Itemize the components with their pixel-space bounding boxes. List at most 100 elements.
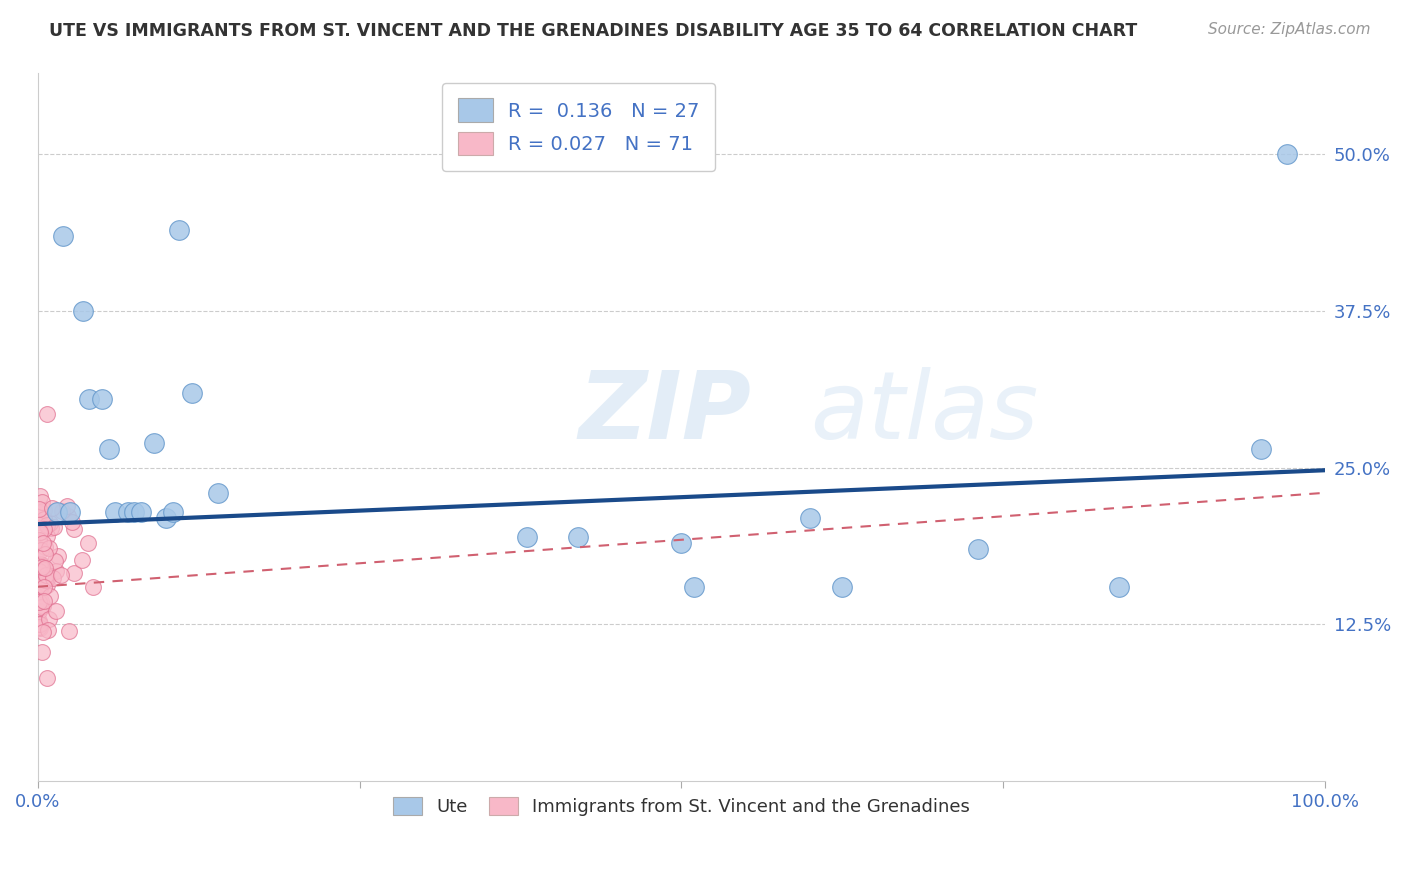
Point xyxy=(28,533,51,547)
Point xyxy=(45,603,67,617)
Point xyxy=(129,505,152,519)
Point xyxy=(117,505,139,519)
Point xyxy=(169,222,191,236)
Point xyxy=(31,560,53,574)
Point xyxy=(122,505,145,519)
Point xyxy=(34,573,56,587)
Point xyxy=(683,580,706,594)
Point xyxy=(671,536,693,550)
Point xyxy=(37,624,59,638)
Point xyxy=(72,304,94,318)
Point xyxy=(70,553,93,567)
Point xyxy=(28,564,51,578)
Point xyxy=(799,511,821,525)
Point xyxy=(32,594,55,608)
Point xyxy=(58,508,80,523)
Point xyxy=(37,529,59,543)
Point xyxy=(34,547,56,561)
Point xyxy=(28,595,51,609)
Point xyxy=(97,442,120,456)
Point xyxy=(55,499,77,513)
Point xyxy=(48,549,70,563)
Point xyxy=(77,536,100,550)
Point xyxy=(28,558,51,572)
Point xyxy=(28,614,51,628)
Point xyxy=(28,516,51,530)
Point xyxy=(32,536,55,550)
Point xyxy=(30,543,52,558)
Point xyxy=(28,507,51,521)
Point xyxy=(155,511,177,525)
Point xyxy=(82,580,104,594)
Point xyxy=(28,501,51,516)
Point xyxy=(567,530,589,544)
Point xyxy=(28,621,51,635)
Point xyxy=(44,554,66,568)
Point xyxy=(162,505,184,519)
Point xyxy=(104,505,127,519)
Text: Source: ZipAtlas.com: Source: ZipAtlas.com xyxy=(1208,22,1371,37)
Point xyxy=(62,566,84,580)
Point xyxy=(37,518,59,533)
Point xyxy=(30,600,52,615)
Point xyxy=(31,494,53,508)
Point xyxy=(59,505,82,519)
Point xyxy=(28,525,51,540)
Point xyxy=(28,604,51,618)
Point xyxy=(37,572,59,586)
Point xyxy=(142,435,165,450)
Point xyxy=(38,541,60,555)
Point xyxy=(35,671,58,685)
Point xyxy=(39,516,62,530)
Point xyxy=(207,485,229,500)
Text: atlas: atlas xyxy=(810,368,1039,458)
Point xyxy=(51,504,73,518)
Point xyxy=(34,574,56,588)
Point xyxy=(28,616,51,631)
Point xyxy=(35,407,58,421)
Point xyxy=(181,385,204,400)
Point xyxy=(32,512,55,526)
Point xyxy=(30,594,52,608)
Text: ZIP: ZIP xyxy=(578,367,751,458)
Point xyxy=(34,540,56,554)
Point xyxy=(31,558,53,572)
Point xyxy=(60,515,83,529)
Point xyxy=(30,578,52,592)
Point xyxy=(32,503,55,517)
Point xyxy=(45,564,67,578)
Point xyxy=(30,562,52,576)
Point xyxy=(35,578,58,592)
Point xyxy=(38,612,60,626)
Point xyxy=(52,228,75,243)
Point xyxy=(35,568,58,582)
Point xyxy=(1275,147,1298,161)
Point xyxy=(28,541,51,556)
Point xyxy=(516,530,538,544)
Point xyxy=(46,505,69,519)
Point xyxy=(31,599,53,613)
Point xyxy=(32,522,55,536)
Point xyxy=(49,567,72,582)
Point xyxy=(966,542,988,557)
Point xyxy=(58,624,80,639)
Point xyxy=(91,392,114,406)
Point xyxy=(42,520,65,534)
Point xyxy=(77,392,100,406)
Point xyxy=(34,560,56,574)
Point xyxy=(30,582,52,596)
Point xyxy=(32,580,55,594)
Point xyxy=(39,521,62,535)
Point xyxy=(1250,442,1272,456)
Text: UTE VS IMMIGRANTS FROM ST. VINCENT AND THE GRENADINES DISABILITY AGE 35 TO 64 CO: UTE VS IMMIGRANTS FROM ST. VINCENT AND T… xyxy=(49,22,1137,40)
Point xyxy=(31,644,53,658)
Point xyxy=(28,616,51,631)
Point xyxy=(1108,580,1130,594)
Point xyxy=(28,620,51,634)
Point xyxy=(28,489,51,503)
Point xyxy=(41,500,63,515)
Point xyxy=(42,571,65,585)
Point xyxy=(62,522,84,536)
Point xyxy=(28,593,51,607)
Legend: Ute, Immigrants from St. Vincent and the Grenadines: Ute, Immigrants from St. Vincent and the… xyxy=(384,788,980,825)
